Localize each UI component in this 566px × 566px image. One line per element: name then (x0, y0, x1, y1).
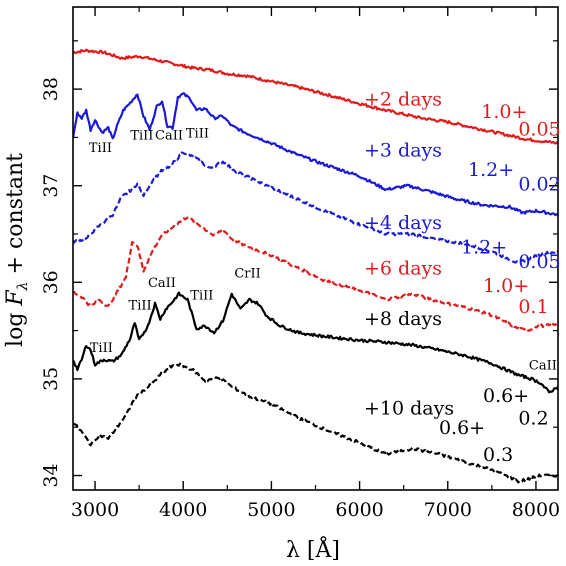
series-label-2: +3 days (364, 140, 442, 162)
x-tick-label: 4000 (159, 499, 207, 521)
scale-factor-top-1: 1.0+ (481, 101, 527, 123)
y-tick-label: 37 (40, 174, 62, 198)
scale-factor-bottom-1: 0.05 (518, 118, 560, 140)
series-line-1 (73, 48, 558, 145)
scale-factor-top-2: 1.2+ (468, 159, 514, 181)
scale-factor-top-3: 1.2+ (461, 236, 507, 258)
axes-layer: 3000 4000 5000 6000 7000 8000 34 35 36 37 38 (40, 6, 560, 521)
x-tick-label: 7000 (424, 499, 472, 521)
line-id-label: TiII (130, 128, 153, 143)
series-line-2 (73, 92, 558, 217)
scale-factor-top-4: 1.0+ (483, 275, 529, 297)
y-tick-label: 35 (40, 367, 62, 391)
series-label-3: +4 days (364, 212, 442, 234)
y-tick-label: 34 (40, 463, 62, 487)
series-layer (73, 48, 558, 484)
x-tick-label: 5000 (247, 499, 295, 521)
series-line-6 (73, 362, 558, 484)
x-tick-label: 8000 (512, 499, 560, 521)
series-line-4 (73, 216, 558, 333)
series-label-5: +8 days (364, 308, 442, 330)
series-label-6: +10 days (364, 398, 454, 420)
line-id-label: TiII (190, 289, 213, 304)
scale-factor-bottom-4: 0.1 (518, 296, 548, 318)
x-tick-label: 6000 (335, 499, 383, 521)
y-tick-label: 36 (40, 270, 62, 294)
line-id-label: CaII (155, 128, 183, 143)
line-id-label: TiII (186, 126, 209, 141)
scale-factor-bottom-2: 0.02 (518, 174, 560, 196)
x-tick-label: 3000 (71, 499, 119, 521)
line-id-label: TiII (129, 298, 152, 313)
series-line-5 (73, 291, 558, 394)
line-id-label: TiII (89, 141, 112, 156)
series-line-3 (73, 151, 558, 264)
scale-factor-top-6: 0.6+ (439, 417, 485, 439)
scale-factor-bottom-3: 0.05 (518, 251, 560, 273)
scale-factor-bottom-6: 0.3 (483, 444, 513, 466)
line-id-label: CrII (234, 266, 260, 281)
series-label-1: +2 days (364, 89, 442, 111)
x-axis-label: λ [Å] (286, 535, 340, 563)
scale-factor-extra-1: 0.6+ (483, 385, 529, 407)
line-id-label: CaII (529, 358, 557, 373)
y-axis-label: log Fλ + constant (3, 153, 31, 347)
line-id-label: TiII (90, 341, 113, 356)
line-id-label: CaII (148, 276, 176, 291)
y-tick-label: 38 (40, 77, 62, 101)
scale-factor-extra-2: 0.2 (518, 407, 548, 429)
series-label-4: +6 days (364, 258, 442, 280)
